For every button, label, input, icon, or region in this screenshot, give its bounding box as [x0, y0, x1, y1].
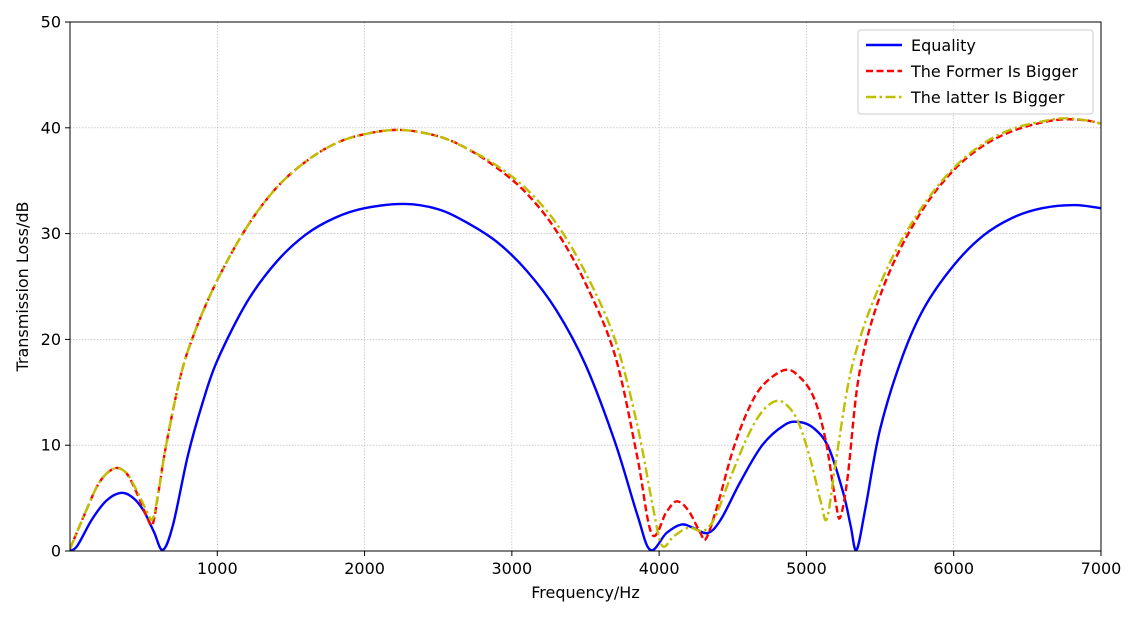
x-tick-label-4: 5000 — [786, 559, 827, 578]
y-tick-label-5: 50 — [41, 13, 61, 32]
x-tick-label-5: 6000 — [933, 559, 974, 578]
x-axis-label: Frequency/Hz — [531, 583, 639, 602]
axis-ticks: 1000 2000 3000 4000 5000 6000 7000 0 10 20 30 40 50 — [41, 13, 1122, 579]
legend-label-0: Equality — [911, 36, 976, 55]
plot-frame — [69, 21, 1102, 552]
x-tick-label-1: 2000 — [344, 559, 385, 578]
x-tick-label-6: 7000 — [1081, 559, 1122, 578]
series-line-2 — [70, 117, 1101, 550]
y-axis-label: Transmission Loss/dB — [13, 201, 32, 372]
x-tick-label-0: 1000 — [197, 559, 238, 578]
x-tick-label-3: 4000 — [639, 559, 680, 578]
y-tick-label-0: 0 — [51, 542, 61, 561]
x-tick-label-2: 3000 — [491, 559, 532, 578]
legend-label-1: The Former Is Bigger — [910, 62, 1078, 81]
legend-box — [857, 29, 1094, 115]
y-tick-label-1: 10 — [41, 436, 61, 455]
series-line-0 — [70, 202, 1101, 551]
y-tick-label-2: 20 — [41, 330, 61, 349]
legend-label-2: The latter Is Bigger — [910, 88, 1065, 107]
series-lines — [70, 117, 1101, 551]
y-tick-label-4: 40 — [41, 118, 61, 137]
legend-items: Equality The Former Is Bigger The latter I… — [866, 36, 1078, 107]
y-tick-label-3: 30 — [41, 224, 61, 243]
legend: Equality The Former Is Bigger The latter I… — [857, 29, 1094, 115]
series-line-1 — [70, 118, 1101, 550]
